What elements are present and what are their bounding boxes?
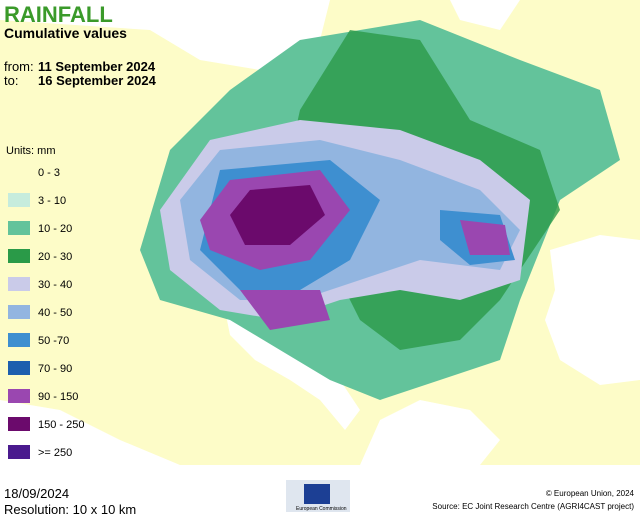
legend-label: 50 -70	[38, 335, 69, 347]
legend-label: >= 250	[38, 447, 72, 459]
source: Source: EC Joint Research Centre (AGRI4C…	[432, 502, 634, 511]
from-date: 11 September 2024	[38, 59, 156, 74]
legend-label: 150 - 250	[38, 419, 84, 431]
copyright: © European Union, 2024	[545, 489, 634, 498]
legend-swatch	[8, 277, 30, 291]
legend-swatch	[8, 249, 30, 263]
logo-text: European Commission	[296, 506, 347, 512]
legend-label: 0 - 3	[38, 167, 60, 179]
issue-date: 18/09/2024	[4, 486, 70, 501]
to-date: 16 September 2024	[38, 73, 156, 88]
legend-title: Units: mm	[6, 145, 56, 157]
legend-swatch	[8, 417, 30, 431]
legend-swatch	[8, 305, 30, 319]
legend-swatch	[8, 333, 30, 347]
legend-swatch	[8, 165, 30, 179]
legend-swatch	[8, 361, 30, 375]
legend-label: 90 - 150	[38, 391, 78, 403]
sea-adriatic	[225, 310, 360, 430]
legend-label: 20 - 30	[38, 251, 72, 263]
from-label: from:	[4, 59, 34, 74]
sea-south	[0, 400, 500, 465]
legend-label: 10 - 20	[38, 223, 72, 235]
legend-swatch	[8, 221, 30, 235]
sea-black	[545, 235, 640, 385]
legend-label: 3 - 10	[38, 195, 66, 207]
to-label: to:	[4, 73, 19, 88]
legend-label: 30 - 40	[38, 279, 72, 291]
legend-swatch	[8, 389, 30, 403]
legend-swatch	[8, 193, 30, 207]
subtitle: Cumulative values	[4, 25, 127, 41]
title: RAINFALL	[4, 2, 113, 27]
legend-label: 40 - 50	[38, 307, 72, 319]
legend: 0 - 3 3 - 10 10 - 20 20 - 30 30 - 40 40 - 50 5…	[8, 165, 84, 459]
legend-swatch	[8, 445, 30, 459]
zone-150-250	[230, 185, 325, 245]
sea-baltic	[450, 0, 520, 30]
legend-label: 70 - 90	[38, 363, 72, 375]
resolution: Resolution: 10 x 10 km	[4, 502, 137, 517]
sea-north	[0, 0, 330, 70]
eu-flag	[304, 484, 330, 504]
